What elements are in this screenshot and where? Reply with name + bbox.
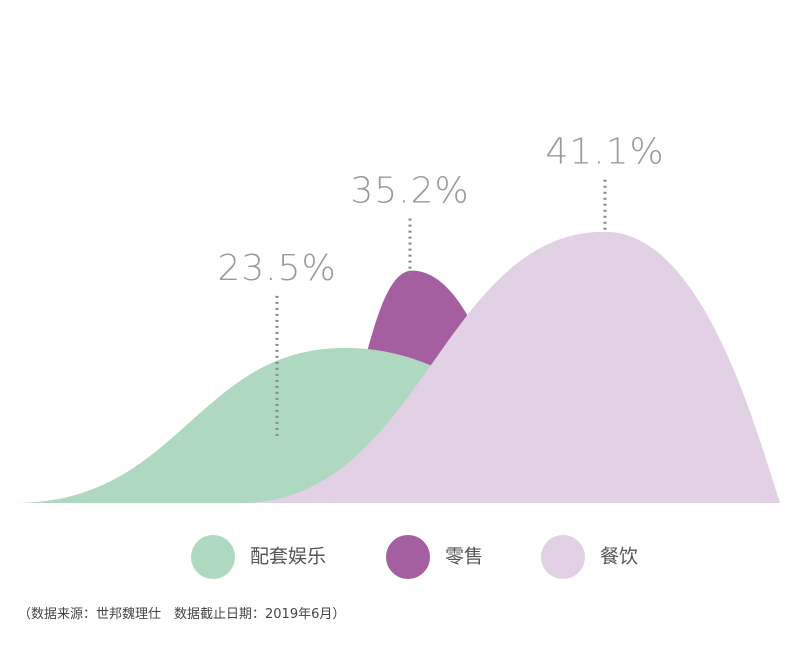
value-label: 23.5% [217, 248, 336, 289]
legend-label: 零售 [445, 546, 483, 568]
legend-swatch [386, 535, 430, 579]
value-label: 35.2% [350, 171, 469, 212]
legend-label: 餐饮 [600, 546, 638, 568]
legend-label: 配套娱乐 [250, 546, 326, 568]
mountain [240, 231, 780, 504]
legend-swatch [541, 535, 585, 579]
source-note: （数据来源：世邦魏理仕 数据截止日期：2019年6月） [18, 607, 345, 622]
legend-swatch [191, 535, 235, 579]
value-label: 41.1% [545, 132, 664, 173]
